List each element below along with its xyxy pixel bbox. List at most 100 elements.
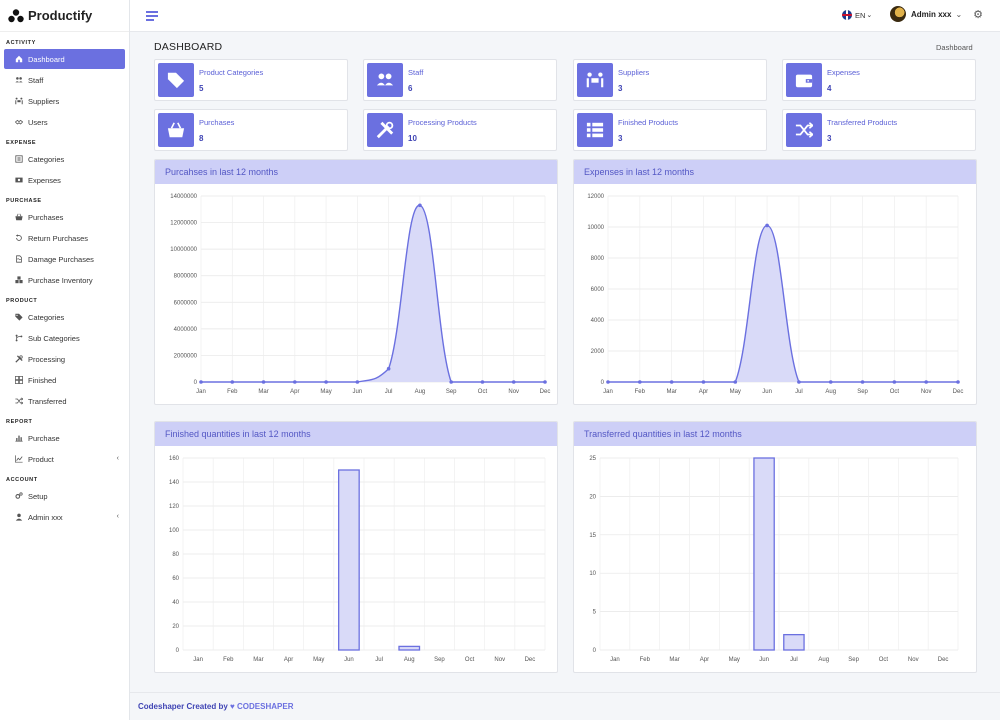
tags-icon — [158, 63, 194, 97]
data-point[interactable] — [892, 380, 897, 384]
data-point[interactable] — [860, 380, 865, 384]
data-point[interactable] — [828, 380, 833, 384]
stat-card-expenses[interactable]: Expenses 4 — [782, 59, 976, 101]
data-point[interactable] — [199, 380, 203, 384]
footer-brand-link[interactable]: CODESHAPER — [237, 702, 294, 711]
x-tick-label: Feb — [227, 389, 238, 395]
sidebar-item-suppliers[interactable]: Suppliers — [4, 91, 125, 111]
chart-panel: Expenses in last 12 months 0 2000 4000 6000 8… — [573, 159, 977, 405]
data-point[interactable] — [418, 203, 422, 208]
breadcrumb[interactable]: Dashboard — [936, 43, 973, 52]
data-point[interactable] — [701, 380, 706, 384]
chevron-down-icon: ⌄ — [955, 9, 963, 19]
data-point[interactable] — [606, 380, 610, 384]
data-point[interactable] — [355, 380, 360, 384]
data-point[interactable] — [765, 223, 769, 228]
card-title: Product Categories — [199, 68, 264, 77]
section-label: PRODUCT — [6, 298, 38, 304]
series-area — [608, 225, 958, 382]
data-point[interactable] — [480, 380, 485, 384]
sidebar-item-label: Purchases — [28, 212, 64, 222]
section-label: ACTIVITY — [6, 40, 36, 46]
people-carry-icon — [577, 63, 613, 97]
x-tick-label: Nov — [508, 389, 519, 395]
tags-icon — [14, 313, 24, 321]
logo-text: Productify — [28, 8, 93, 23]
data-point[interactable] — [449, 380, 453, 384]
data-point[interactable] — [924, 380, 928, 384]
broken-file-icon — [14, 255, 24, 263]
x-tick-label: Apr — [284, 657, 293, 663]
bar[interactable] — [753, 457, 775, 651]
sidebar-item-sub-categories[interactable]: Sub Categories — [4, 328, 125, 348]
sidebar-item-label: Damage Purchases — [28, 254, 94, 264]
sidebar-item-admin-xxx[interactable]: Admin xxx ‹ — [4, 507, 125, 527]
x-tick-label: Apr — [700, 657, 709, 663]
sidebar-item-damage-purchases[interactable]: Damage Purchases — [4, 249, 125, 269]
x-tick-label: Aug — [415, 389, 426, 395]
sidebar-item-users[interactable]: Users — [4, 112, 125, 132]
sidebar-item-staff[interactable]: Staff — [4, 70, 125, 90]
card-title: Suppliers — [618, 68, 650, 77]
x-tick-label: Jul — [375, 657, 383, 663]
sidebar-item-dashboard[interactable]: Dashboard — [4, 49, 125, 69]
sidebar-item-purchase-inventory[interactable]: Purchase Inventory — [4, 270, 125, 290]
y-tick-label: 20 — [589, 494, 596, 500]
menu-toggle-icon[interactable] — [146, 11, 158, 21]
bar[interactable] — [398, 645, 421, 651]
data-point[interactable] — [669, 380, 674, 384]
sidebar-item-purchase[interactable]: Purchase — [4, 428, 125, 448]
branch-icon — [14, 334, 24, 342]
stat-card-transferred-products[interactable]: Transferred Products 3 — [782, 109, 976, 151]
stat-card-finished-products[interactable]: Finished Products 3 — [573, 109, 767, 151]
card-value: 5 — [199, 84, 204, 93]
stat-card-purchases[interactable]: Purchases 8 — [154, 109, 348, 151]
data-point[interactable] — [511, 380, 516, 384]
data-point[interactable] — [797, 380, 801, 384]
data-point[interactable] — [230, 380, 235, 384]
x-tick-label: Aug — [404, 657, 415, 663]
footer-text: Codeshaper Created by — [138, 702, 228, 711]
shuffle-icon — [14, 397, 24, 405]
sidebar-item-categories[interactable]: Categories — [4, 149, 125, 169]
user-icon — [14, 513, 24, 521]
bar[interactable] — [338, 469, 360, 651]
data-point[interactable] — [386, 366, 391, 371]
basket-icon — [14, 213, 24, 221]
bar[interactable] — [783, 633, 805, 651]
x-tick-label: Oct — [465, 657, 475, 663]
data-point[interactable] — [638, 380, 642, 384]
gear-icon[interactable]: ⚙ — [973, 9, 983, 21]
basket-icon — [158, 113, 194, 147]
x-tick-label: Jul — [385, 389, 393, 395]
x-tick-label: Feb — [640, 657, 651, 663]
sidebar-item-return-purchases[interactable]: Return Purchases — [4, 228, 125, 248]
sidebar-item-expenses[interactable]: Expenses — [4, 170, 125, 190]
sidebar-item-categories[interactable]: Categories — [4, 307, 125, 327]
sidebar-item-product[interactable]: Product ‹ — [4, 449, 125, 469]
data-point[interactable] — [261, 380, 266, 384]
data-point[interactable] — [324, 380, 328, 384]
y-tick-label: 12000000 — [170, 221, 197, 227]
sidebar-item-purchases[interactable]: Purchases — [4, 207, 125, 227]
y-tick-label: 80 — [172, 552, 179, 558]
stat-card-processing-products[interactable]: Processing Products 10 — [363, 109, 557, 151]
stat-card-product-categories[interactable]: Product Categories 5 — [154, 59, 348, 101]
data-point[interactable] — [956, 380, 960, 384]
sidebar-item-processing[interactable]: Processing — [4, 349, 125, 369]
sidebar-item-transferred[interactable]: Transferred — [4, 391, 125, 411]
sidebar-item-setup[interactable]: Setup — [4, 486, 125, 506]
sidebar-item-finished[interactable]: Finished — [4, 370, 125, 390]
handshake-icon — [14, 118, 24, 126]
data-point[interactable] — [733, 380, 738, 384]
data-point[interactable] — [543, 380, 547, 384]
user-menu[interactable]: Admin xxx ⌄ — [890, 6, 962, 22]
logo[interactable]: Productify — [0, 0, 129, 32]
sidebar-item-label: Users — [28, 117, 48, 127]
language-selector[interactable]: EN ⌄ — [842, 10, 872, 20]
users-icon — [367, 63, 403, 97]
stat-card-suppliers[interactable]: Suppliers 3 — [573, 59, 767, 101]
stat-card-staff[interactable]: Staff 6 — [363, 59, 557, 101]
data-point[interactable] — [293, 380, 297, 384]
x-tick-label: Aug — [818, 657, 829, 663]
